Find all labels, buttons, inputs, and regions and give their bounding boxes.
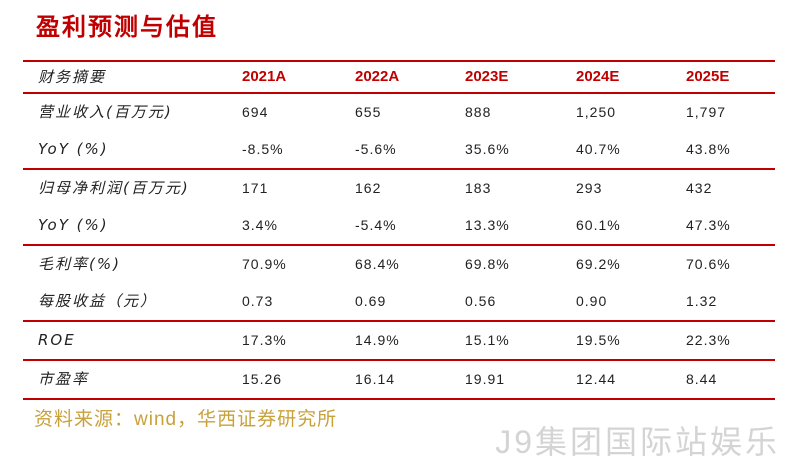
cell-2023e: 0.56 [465,293,497,309]
group-revenue: 营业收入(百万元) 694 655 888 1,250 1,797 YoY (%… [23,94,775,170]
header-2025e: 2025E [686,68,730,85]
financial-summary-table: 财务摘要 2021A 2022A 2023E 2024E 2025E 营业收入(… [23,60,775,400]
table-row-roe: ROE 17.3% 14.9% 15.1% 19.5% 22.3% [23,322,775,359]
cell-2023e: 69.8% [465,256,510,272]
cell-2021a: 171 [242,180,269,196]
cell-2022a: 68.4% [355,256,400,272]
group-roe: ROE 17.3% 14.9% 15.1% 19.5% 22.3% [23,322,775,361]
cell-2025e: 43.8% [686,141,731,157]
cell-2025e: 432 [686,180,713,196]
cell-2024e: 19.5% [576,332,621,348]
table-row-pe: 市盈率 15.26 16.14 19.91 12.44 8.44 [23,361,775,398]
cell-2022a: 655 [355,104,382,120]
group-pe: 市盈率 15.26 16.14 19.91 12.44 8.44 [23,361,775,400]
cell-2025e: 1.32 [686,293,718,309]
cell-2024e: 1,250 [576,104,617,120]
cell-2021a: 0.73 [242,293,274,309]
cell-2023e: 183 [465,180,492,196]
cell-2023e: 35.6% [465,141,510,157]
table-row-eps: 每股收益（元） 0.73 0.69 0.56 0.90 1.32 [23,283,775,320]
cell-2025e: 47.3% [686,217,731,233]
cell-2024e: 293 [576,180,603,196]
cell-2023e: 13.3% [465,217,510,233]
cell-2021a: 694 [242,104,269,120]
row-label: 市盈率 [38,370,90,388]
cell-2021a: -8.5% [242,141,284,157]
row-label: YoY (%) [38,216,109,234]
cell-2021a: 70.9% [242,256,287,272]
cell-2022a: 16.14 [355,371,396,387]
row-label: 营业收入(百万元) [38,103,173,121]
table-row-revenue: 营业收入(百万元) 694 655 888 1,250 1,797 [23,94,775,131]
row-label: YoY (%) [38,140,109,158]
cell-2022a: -5.6% [355,141,397,157]
cell-2022a: -5.4% [355,217,397,233]
header-2021a: 2021A [242,68,287,85]
cell-2024e: 60.1% [576,217,621,233]
table-row-net-profit: 归母净利润(百万元) 171 162 183 293 432 [23,170,775,207]
cell-2025e: 22.3% [686,332,731,348]
header-2023e: 2023E [465,68,509,85]
header-2024e: 2024E [576,68,620,85]
cell-2023e: 15.1% [465,332,510,348]
cell-2025e: 8.44 [686,371,718,387]
cell-2024e: 0.90 [576,293,608,309]
cell-2021a: 15.26 [242,371,283,387]
source-note: 资料来源：wind，华西证券研究所 [34,409,338,430]
table-header-row: 财务摘要 2021A 2022A 2023E 2024E 2025E [23,62,775,94]
group-margin-eps: 毛利率(%) 70.9% 68.4% 69.8% 69.2% 70.6% 每股收… [23,246,775,322]
table-row-gross-margin: 毛利率(%) 70.9% 68.4% 69.8% 69.2% 70.6% [23,246,775,283]
cell-2022a: 162 [355,180,382,196]
cell-2023e: 888 [465,104,492,120]
cell-2024e: 12.44 [576,371,617,387]
cell-2022a: 0.69 [355,293,387,309]
row-label: 毛利率(%) [38,255,121,273]
cell-2021a: 3.4% [242,217,278,233]
table-row-net-profit-yoy: YoY (%) 3.4% -5.4% 13.3% 60.1% 47.3% [23,207,775,244]
header-label: 财务摘要 [38,68,107,86]
cell-2023e: 19.91 [465,371,506,387]
cell-2025e: 70.6% [686,256,731,272]
row-label: 每股收益（元） [38,292,158,310]
header-2022a: 2022A [355,68,400,85]
cell-2021a: 17.3% [242,332,287,348]
watermark: J9集团国际站娱乐 [495,424,780,460]
cell-2025e: 1,797 [686,104,727,120]
row-label: ROE [38,331,76,349]
group-net-profit: 归母净利润(百万元) 171 162 183 293 432 YoY (%) 3… [23,170,775,246]
row-label: 归母净利润(百万元) [38,179,190,197]
cell-2022a: 14.9% [355,332,400,348]
cell-2024e: 40.7% [576,141,621,157]
cell-2024e: 69.2% [576,256,621,272]
page-title: 盈利预测与估值 [36,14,218,41]
table-row-revenue-yoy: YoY (%) -8.5% -5.6% 35.6% 40.7% 43.8% [23,131,775,168]
